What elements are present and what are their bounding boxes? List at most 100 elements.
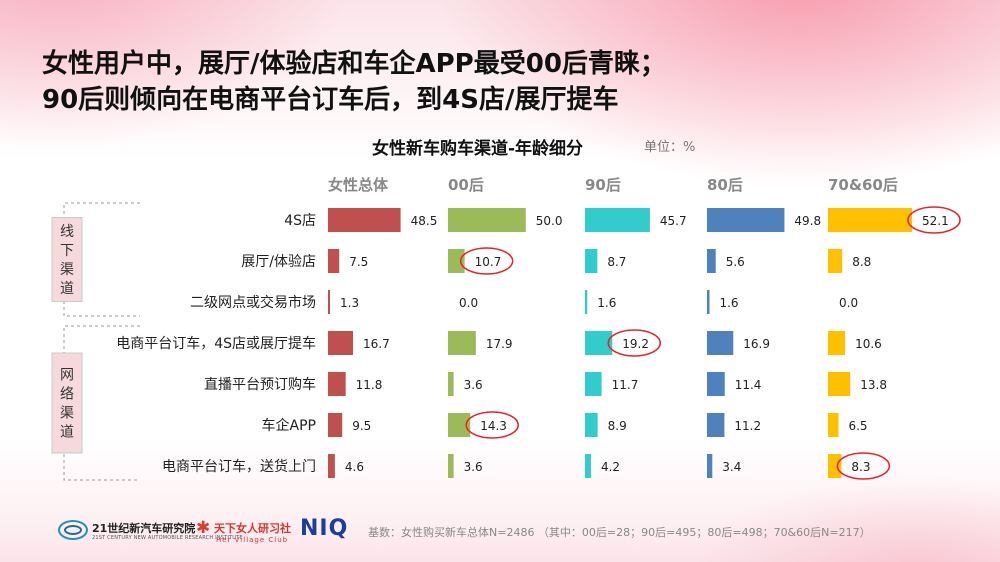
group-label-box-0: [51, 217, 83, 302]
data-label-3-2: 1.6: [719, 296, 738, 310]
logo-ring-icon: [58, 520, 88, 540]
data-label-0-6: 4.6: [345, 460, 364, 474]
data-label-2-4: 11.7: [612, 378, 639, 392]
category-label-6: 电商平台订车，送货上门: [162, 458, 316, 475]
logo-ring-inner-icon: [64, 525, 82, 535]
data-label-3-5: 11.2: [734, 419, 761, 433]
bar-2-4: [585, 372, 602, 396]
category-label-2: 二级网点或交易市场: [190, 294, 316, 311]
data-label-4-4: 13.8: [860, 378, 887, 392]
background-glow: [580, 402, 1000, 562]
bar-0-0: [328, 208, 401, 232]
data-label-0-5: 9.5: [352, 419, 371, 433]
group-label-1: 网络渠道: [60, 368, 74, 441]
bar-1-6: [448, 454, 454, 478]
bar-2-0: [585, 208, 650, 232]
title-line-2: 90后则倾向在电商平台订车后，到4S店/展厅提车: [42, 85, 619, 115]
star-icon: ✱: [196, 518, 211, 538]
title-line-1: 女性用户中，展厅/体验店和车企APP最受00后青睐；: [42, 49, 666, 79]
highlight-ring-2-3: [607, 329, 662, 357]
chart-title: 女性新车购车渠道-年龄细分: [372, 139, 584, 159]
category-label-0: 4S店: [284, 213, 316, 229]
bar-3-2: [707, 290, 710, 314]
data-label-3-4: 11.4: [735, 378, 762, 392]
bar-0-6: [328, 454, 335, 478]
series-header-1: 00后: [448, 176, 484, 194]
logo-her-village-sub: Her Village Club: [216, 536, 289, 544]
data-label-1-4: 3.6: [464, 378, 483, 392]
bar-4-4: [828, 372, 851, 396]
data-label-4-1: 8.8: [852, 255, 871, 269]
bar-0-1: [328, 249, 340, 273]
bar-1-0: [448, 208, 526, 232]
bar-0-3: [328, 331, 354, 355]
data-label-0-2: 1.3: [340, 296, 359, 310]
highlight-ring-1-1: [459, 247, 514, 275]
bar-2-5: [585, 413, 598, 437]
bar-0-5: [328, 413, 343, 437]
bar-3-6: [707, 454, 713, 478]
footnote: 基数：女性购买新车总体N=2486 （其中：00后=28；90后=495；80后…: [368, 526, 871, 539]
category-label-5: 车企APP: [262, 417, 316, 434]
data-label-2-2: 1.6: [597, 296, 616, 310]
logo-her-village-name: 天下女人研习社: [214, 522, 291, 535]
data-label-1-0: 50.0: [536, 214, 563, 228]
data-label-0-0: 48.5: [411, 214, 438, 228]
data-label-1-3: 17.9: [486, 337, 513, 351]
bar-4-0: [828, 208, 912, 232]
bar-1-5: [448, 413, 471, 437]
logo-21st-sub: 21ST CENTURY NEW AUTOMOBILE RESEARCH INS…: [92, 535, 243, 541]
highlight-ring-1-5: [465, 411, 519, 439]
series-header-3: 80后: [707, 176, 743, 194]
category-label-1: 展厅/体验店: [241, 254, 316, 270]
data-label-4-5: 6.5: [848, 419, 867, 433]
logo-21st-name: 21世纪新汽车研究院: [92, 522, 196, 535]
bar-2-6: [585, 454, 591, 478]
bar-4-3: [828, 331, 846, 355]
data-label-4-0: 52.1: [922, 214, 949, 228]
bar-4-1: [828, 249, 843, 273]
data-label-0-1: 7.5: [349, 255, 368, 269]
highlight-ring-4-6: [836, 452, 891, 480]
category-label-3: 电商平台订车，4S店或展厅提车: [116, 335, 316, 352]
data-label-2-1: 8.7: [607, 255, 626, 269]
bar-1-1: [448, 249, 465, 273]
series-header-0: 女性总体: [328, 176, 389, 194]
highlight-ring-4-0: [907, 206, 961, 234]
data-label-3-0: 49.8: [794, 214, 821, 228]
series-header-4: 70&60后: [828, 176, 898, 194]
data-label-2-0: 45.7: [660, 214, 687, 228]
group-label-box-1: [51, 352, 83, 454]
bar-2-2: [585, 290, 588, 314]
bar-3-0: [707, 208, 785, 232]
bar-1-4: [448, 372, 454, 396]
data-label-2-3: 19.2: [622, 337, 649, 351]
group-label-0: 线下渠道: [60, 224, 74, 297]
bar-2-1: [585, 249, 598, 273]
data-label-1-5: 14.3: [480, 419, 507, 433]
bar-1-3: [448, 331, 476, 355]
bar-3-5: [707, 413, 725, 437]
data-label-2-6: 4.2: [601, 460, 620, 474]
data-label-4-2: 0.0: [839, 296, 858, 310]
series-header-2: 90后: [585, 176, 621, 194]
data-label-0-3: 16.7: [363, 337, 390, 351]
bar-3-4: [707, 372, 725, 396]
bar-4-6: [828, 454, 842, 478]
logo-niq: NIQ: [300, 516, 349, 541]
category-label-4: 直播平台预订购车: [204, 376, 316, 393]
bar-0-2: [328, 290, 330, 314]
data-label-0-4: 11.8: [356, 378, 383, 392]
logo-21st-century: 21世纪新汽车研究院 21ST CENTURY NEW AUTOMOBILE R…: [58, 516, 243, 548]
data-label-4-6: 8.3: [851, 460, 870, 474]
data-label-4-3: 10.6: [855, 337, 882, 351]
data-label-1-1: 10.7: [475, 255, 502, 269]
data-label-2-5: 8.9: [608, 419, 627, 433]
logo-her-village: ✱ 天下女人研习社 Her Village Club: [196, 518, 296, 546]
bar-3-3: [707, 331, 734, 355]
data-label-1-2: 0.0: [459, 296, 478, 310]
slide-title: 女性用户中，展厅/体验店和车企APP最受00后青睐； 90后则倾向在电商平台订车…: [42, 46, 666, 118]
data-label-3-3: 16.9: [743, 337, 770, 351]
bar-0-4: [328, 372, 346, 396]
